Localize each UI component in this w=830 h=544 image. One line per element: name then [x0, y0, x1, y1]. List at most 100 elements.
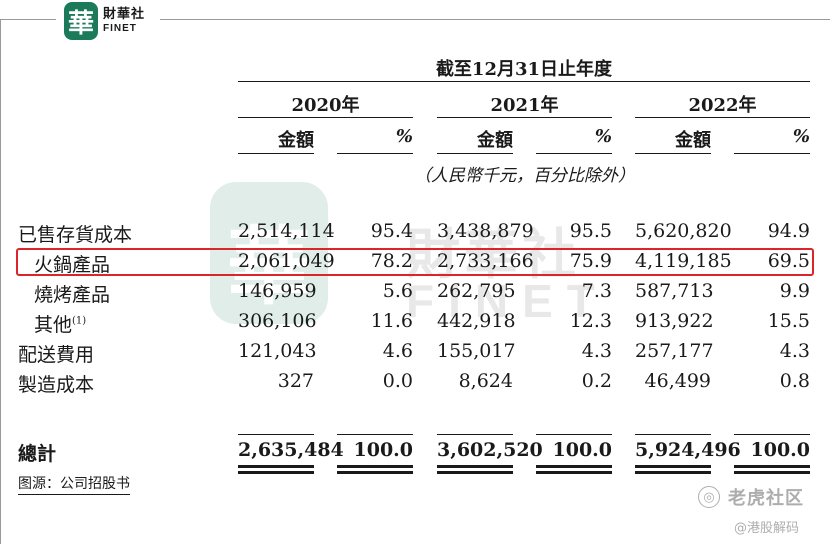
total-double-rule [635, 465, 711, 468]
author-handle: @港股解码 [734, 521, 800, 536]
col-2020-amount-header: 金額 [278, 130, 314, 151]
cell-v2022: 5,620,820 [635, 220, 732, 242]
source-caption: 图源：公司招股书 [18, 476, 130, 492]
col-2022-pct-header: % [792, 126, 810, 147]
cell-v2021: 3,438,879 [437, 220, 534, 242]
total-double-rule [437, 471, 513, 474]
cell-v2020: 146,959 [238, 280, 317, 302]
cell-v2022: 46,499 [644, 370, 711, 392]
header-rule [238, 81, 810, 82]
cell-v2020: 306,106 [238, 310, 317, 332]
cell-p2021: 4.3 [581, 340, 612, 362]
col-rule [536, 153, 612, 154]
cell-p2022: 9.9 [779, 280, 810, 302]
total-double-rule [337, 471, 413, 474]
total-double-rule [635, 471, 711, 474]
highlight-box [16, 248, 814, 276]
top-rule-left [0, 19, 56, 20]
finet-logo: 華 財華社 FINET [64, 1, 145, 41]
total-label: 總計 [18, 443, 57, 465]
total-double-rule [734, 465, 810, 468]
year-2020-rule [238, 117, 413, 118]
cell-v2021: 262,795 [437, 280, 516, 302]
row-label: 製造成本 [18, 374, 95, 396]
cell-v2021: 442,918 [437, 310, 516, 332]
col-2021-pct-header: % [594, 126, 612, 147]
col-2022-amount-header: 金額 [675, 130, 711, 151]
cell-p2021: 95.5 [569, 220, 612, 242]
left-border [0, 19, 1, 544]
year-2021-header: 2021年 [490, 95, 559, 116]
period-header: 截至12月31日止年度 [435, 59, 613, 80]
col-rule [734, 153, 810, 154]
tiger-logo-icon: ◎ [698, 486, 720, 508]
cell-p2020: 0.0 [382, 370, 413, 392]
total-double-rule [536, 471, 612, 474]
logo-english-name: FINET [103, 23, 137, 34]
total-double-rule [238, 465, 314, 468]
total-2020-pct: 100.0 [353, 439, 414, 461]
row-label: 配送費用 [18, 344, 95, 366]
total-2021-pct: 100.0 [552, 439, 613, 461]
row-label: 其他(1) [34, 314, 87, 336]
cell-p2022: 4.3 [779, 340, 810, 362]
cell-v2020: 2,061,049 [238, 250, 335, 272]
total-double-rule [437, 465, 513, 468]
cell-p2021: 0.2 [581, 370, 612, 392]
col-rule [337, 153, 413, 154]
cell-p2020: 5.6 [382, 280, 413, 302]
year-2022-header: 2022年 [688, 95, 757, 116]
cell-v2021: 155,017 [437, 340, 516, 362]
pre-total-rule [337, 434, 413, 435]
col-rule [437, 153, 513, 154]
cell-v2022: 257,177 [635, 340, 714, 362]
pre-total-rule [734, 434, 810, 435]
row-label: 已售存貨成本 [18, 224, 133, 246]
logo-chinese-name: 財華社 [103, 7, 146, 22]
total-double-rule [238, 471, 314, 474]
cell-p2022: 69.5 [767, 250, 810, 272]
col-rule [238, 153, 314, 154]
pre-total-rule [238, 434, 314, 435]
row-label: 燒烤產品 [34, 284, 111, 306]
cell-v2021: 8,624 [458, 370, 513, 392]
top-rule-right [160, 19, 830, 20]
cell-p2020: 4.6 [382, 340, 413, 362]
total-double-rule [734, 471, 810, 474]
pre-total-rule [437, 434, 513, 435]
total-2022-amount: 5,924,496 [635, 439, 741, 461]
year-2022-rule [635, 117, 810, 118]
source-underline [18, 494, 130, 495]
cell-p2021: 75.9 [569, 250, 612, 272]
col-2021-amount-header: 金額 [477, 130, 513, 151]
footnote-marker: (1) [72, 315, 87, 327]
cell-p2022: 15.5 [767, 310, 810, 332]
finet-logo-mark: 華 [64, 2, 98, 40]
cell-p2020: 11.6 [370, 310, 413, 332]
cell-v2020: 2,514,114 [238, 220, 335, 242]
total-double-rule [337, 465, 413, 468]
row-label: 火鍋產品 [34, 254, 111, 276]
cell-p2020: 78.2 [370, 250, 413, 272]
cell-v2022: 913,922 [635, 310, 714, 332]
year-2020-header: 2020年 [291, 95, 360, 116]
pre-total-rule [536, 434, 612, 435]
cell-p2022: 0.8 [779, 370, 810, 392]
total-2020-amount: 2,635,484 [238, 439, 344, 461]
tiger-community-name: 老虎社区 [728, 488, 804, 509]
cell-p2020: 95.4 [370, 220, 413, 242]
total-2022-pct: 100.0 [750, 439, 811, 461]
cell-p2022: 94.9 [767, 220, 810, 242]
cell-p2021: 12.3 [569, 310, 612, 332]
cell-p2021: 7.3 [581, 280, 612, 302]
cell-v2022: 4,119,185 [635, 250, 732, 272]
cell-v2020: 327 [277, 370, 314, 392]
cell-v2020: 121,043 [238, 340, 317, 362]
unit-note: （人民幣千元，百分比除外） [414, 166, 635, 186]
col-2020-pct-header: % [395, 126, 413, 147]
year-2021-rule [437, 117, 612, 118]
tiger-community-watermark: ◎ 老虎社区 [698, 484, 804, 510]
cell-v2021: 2,733,166 [437, 250, 534, 272]
total-2021-amount: 3,602,520 [437, 439, 543, 461]
cell-v2022: 587,713 [635, 280, 714, 302]
